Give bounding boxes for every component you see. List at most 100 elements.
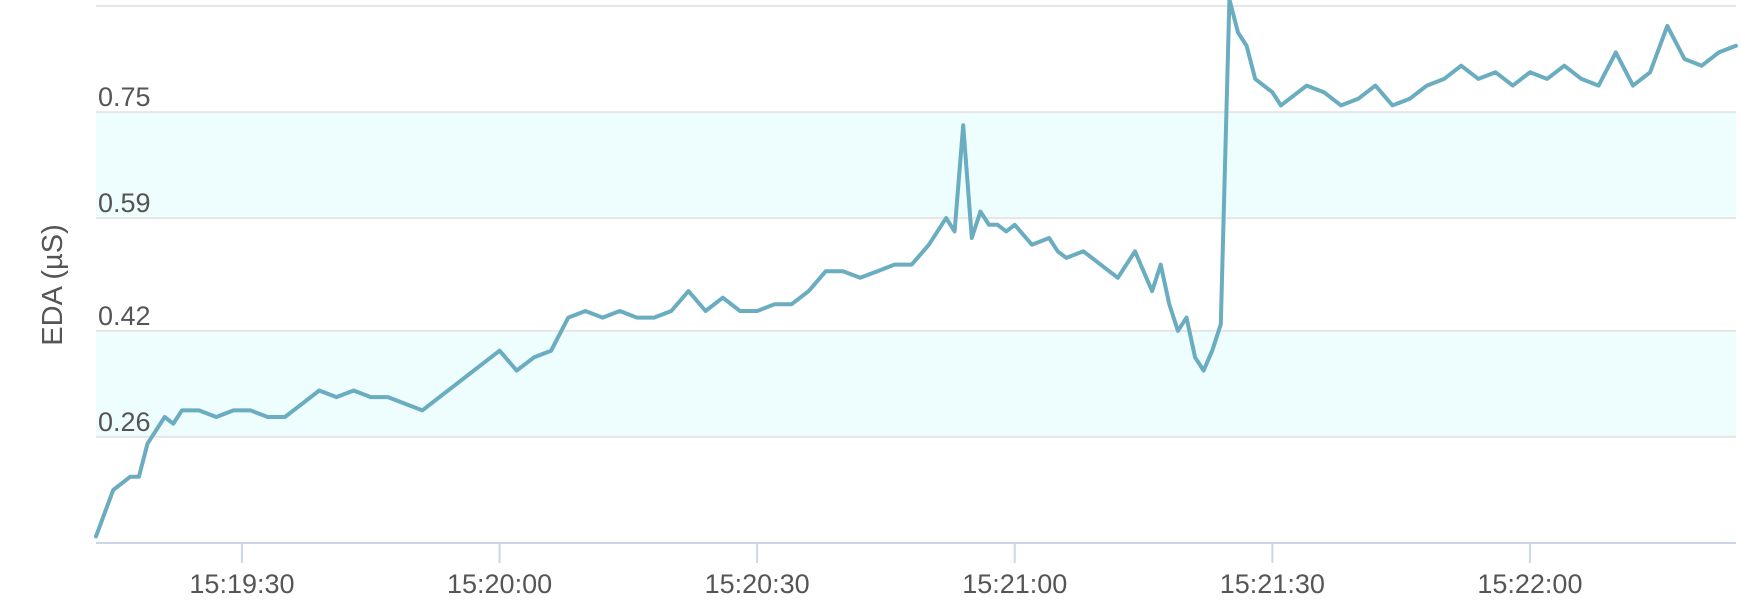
data-point (910, 263, 914, 267)
data-point (317, 389, 321, 393)
data-point (1030, 243, 1034, 247)
data-point (1614, 50, 1618, 54)
data-point (1511, 84, 1515, 88)
data-point (1356, 97, 1360, 101)
data-point (996, 223, 1000, 227)
data-point (1150, 289, 1154, 293)
y-tick-labels: 0.26 0.42 0.59 0.75 (98, 82, 151, 437)
data-point (128, 475, 132, 479)
data-point (420, 408, 424, 412)
data-point (1245, 44, 1249, 48)
data-point (266, 415, 270, 419)
x-tick-label: 15:22:00 (1477, 569, 1582, 599)
data-point (1545, 77, 1549, 81)
data-point (1683, 57, 1687, 61)
data-point (231, 408, 235, 412)
data-point (180, 408, 184, 412)
data-point (1202, 369, 1206, 373)
data-point (369, 395, 373, 399)
data-point (893, 263, 897, 267)
data-point (1648, 70, 1652, 74)
data-point (146, 442, 150, 446)
data-point (601, 316, 605, 320)
data-point (1425, 84, 1429, 88)
y-axis-title: EDA (µS) (37, 224, 69, 345)
data-point (249, 408, 253, 412)
data-point (1185, 316, 1189, 320)
data-point (738, 309, 742, 313)
data-point (1133, 249, 1137, 253)
data-point (704, 309, 708, 313)
data-point (1056, 249, 1060, 253)
data-point (334, 395, 338, 399)
data-point (1562, 64, 1566, 68)
data-point (163, 415, 167, 419)
data-point (472, 369, 476, 373)
data-point (1717, 50, 1721, 54)
data-point (386, 395, 390, 399)
data-point (755, 309, 759, 313)
data-point (1408, 97, 1412, 101)
data-point (403, 402, 407, 406)
data-point (137, 475, 141, 479)
data-point (1081, 249, 1085, 253)
data-point (875, 269, 879, 273)
data-point (1279, 103, 1283, 107)
data-point (1142, 269, 1146, 273)
data-point (120, 481, 124, 485)
data-point (1159, 263, 1163, 267)
data-point (1176, 329, 1180, 333)
data-point (1339, 103, 1343, 107)
data-point (790, 302, 794, 306)
y-tick-label: 0.42 (98, 301, 151, 331)
data-point (1047, 236, 1051, 240)
series-group (94, 0, 1738, 539)
data-point (1305, 84, 1309, 88)
data-point (498, 349, 502, 353)
data-point (970, 236, 974, 240)
data-point (927, 243, 931, 247)
data-point (721, 296, 725, 300)
data-point (987, 223, 991, 227)
data-point (1391, 103, 1395, 107)
data-point (824, 269, 828, 273)
data-point (807, 289, 811, 293)
data-point (944, 216, 948, 220)
data-point (1004, 229, 1008, 233)
data-point (1288, 97, 1292, 101)
data-point (515, 369, 519, 373)
plot-band-1 (96, 112, 1736, 219)
x-tick-label: 15:19:30 (189, 569, 294, 599)
data-point (1665, 24, 1669, 28)
data-point (1099, 263, 1103, 267)
x-tick-label: 15:21:30 (1220, 569, 1325, 599)
data-point (1013, 223, 1017, 227)
data-point (687, 289, 691, 293)
data-point (1064, 256, 1068, 260)
data-point (197, 408, 201, 412)
data-point (111, 488, 115, 492)
data-point (1494, 70, 1498, 74)
data-point (1734, 44, 1738, 48)
data-point (1700, 64, 1704, 68)
data-point (1579, 77, 1583, 81)
data-point (1631, 84, 1635, 88)
data-point (352, 389, 356, 393)
data-point (635, 316, 639, 320)
data-point (1167, 302, 1171, 306)
data-point (438, 395, 442, 399)
data-point (1253, 77, 1257, 81)
data-point (1528, 70, 1532, 74)
data-point (214, 415, 218, 419)
data-point (978, 210, 982, 214)
data-point (669, 309, 673, 313)
data-point (1270, 90, 1274, 94)
data-point (858, 276, 862, 280)
y-gridlines (96, 5, 1736, 438)
data-point (455, 382, 459, 386)
x-tick-label: 15:20:00 (447, 569, 552, 599)
y-tick-label: 0.59 (98, 188, 151, 218)
data-point (1597, 84, 1601, 88)
x-tick-label: 15:20:30 (705, 569, 810, 599)
data-point (961, 123, 965, 127)
